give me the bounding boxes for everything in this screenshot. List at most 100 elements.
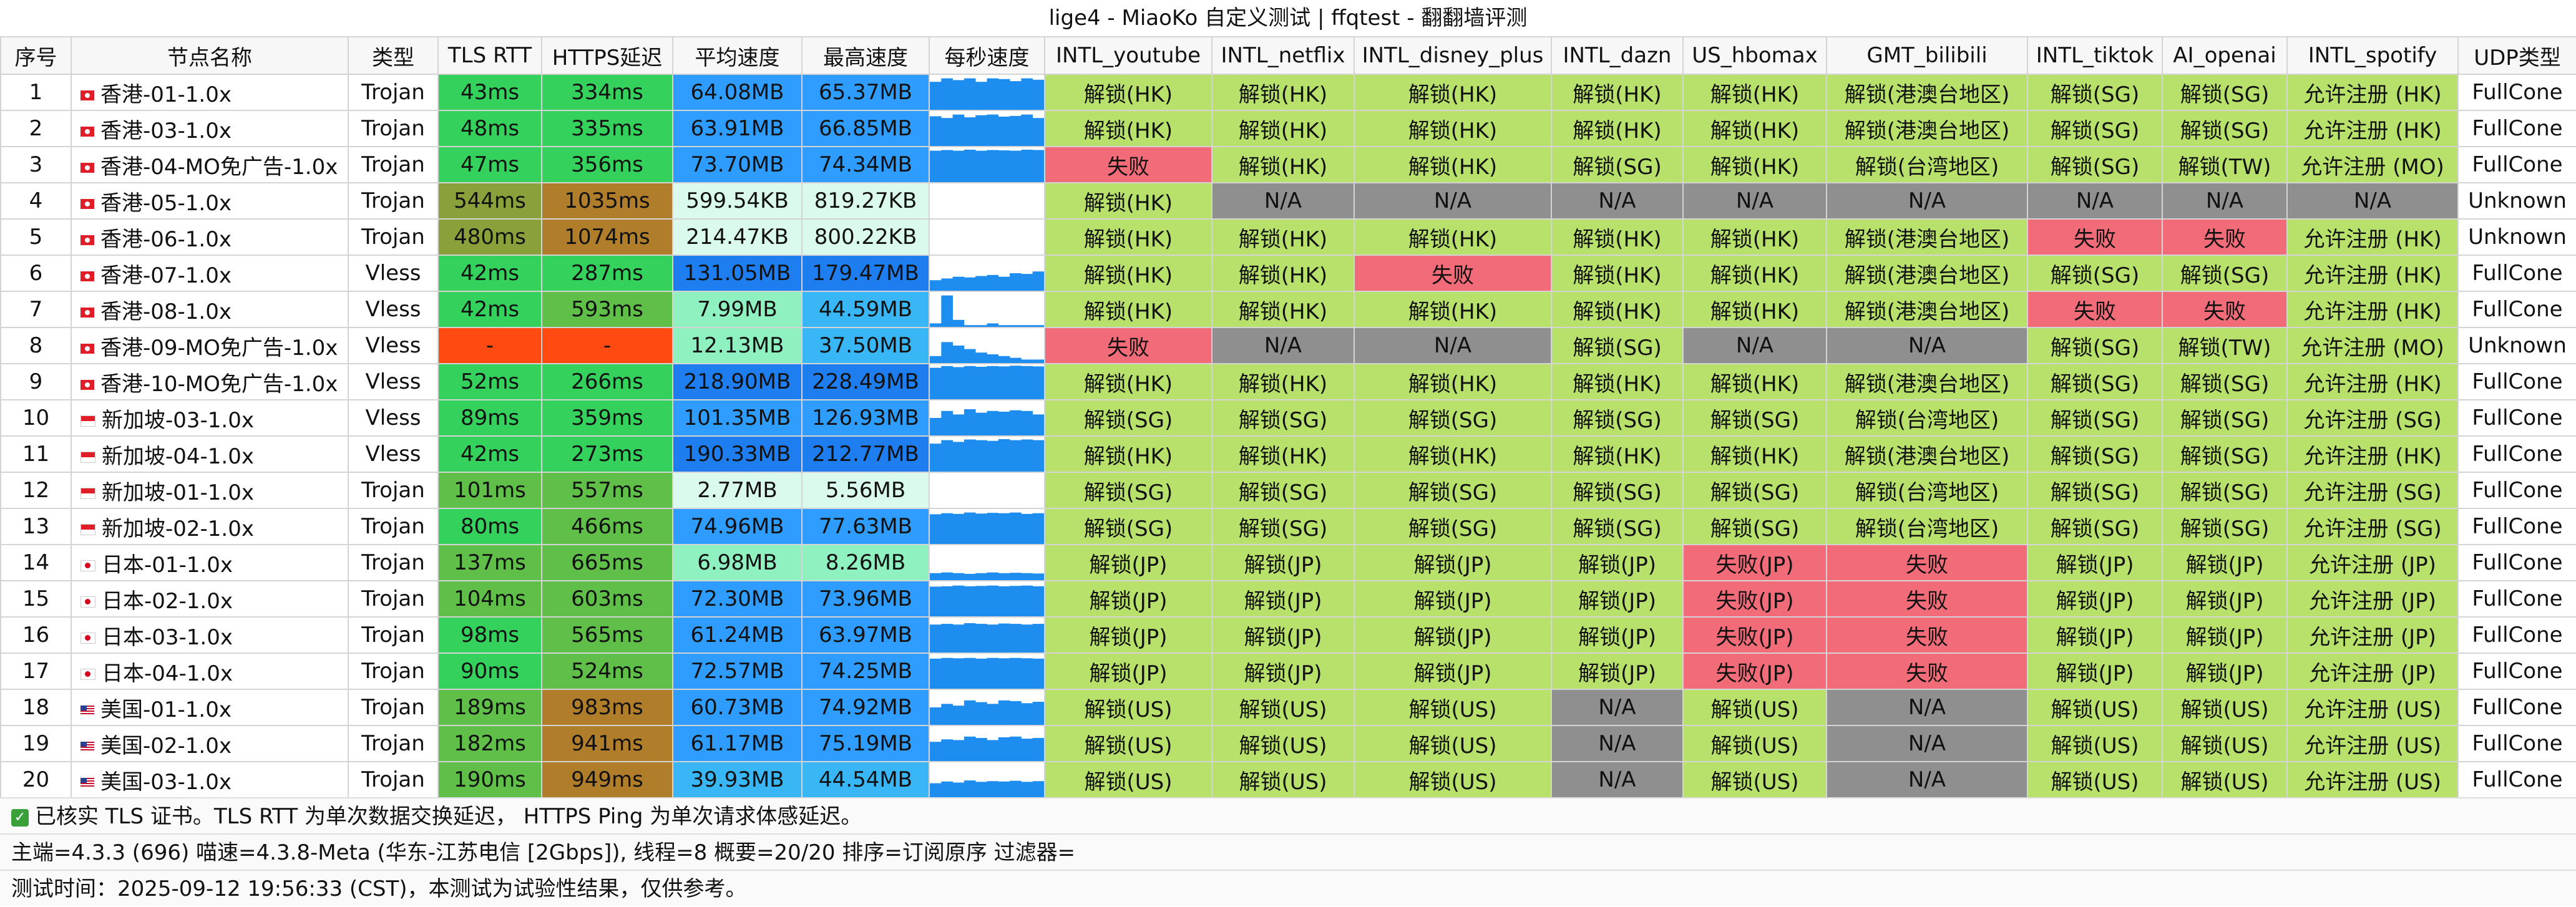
sparkline-bar xyxy=(987,657,999,688)
protocol-type-cell: Trojan xyxy=(348,146,439,183)
openai-status-cell: 解锁(SG) xyxy=(2162,363,2288,400)
header-udp-type[interactable]: UDP类型 xyxy=(2457,36,2576,75)
spotify-status-cell: 允许注册 (SG) xyxy=(2286,472,2459,509)
hbomax-status-cell: 解锁(HK) xyxy=(1682,146,1827,183)
sparkline-bar xyxy=(1010,586,1022,616)
disney-plus-status-cell: 解锁(US) xyxy=(1354,761,1552,798)
table-row[interactable]: 18 美国-01-1.0x Trojan 189ms 983ms 60.73MB 74.92… xyxy=(0,689,2576,726)
speed-sparkline xyxy=(930,572,1043,580)
avg-speed-cell: 74.96MB xyxy=(672,508,803,545)
table-row[interactable]: 12 新加坡-01-1.0x Trojan 101ms 557ms 2.77MB 5.56M… xyxy=(0,472,2576,509)
table-row[interactable]: 4 香港-05-1.0x Trojan 544ms 1035ms 599.54KB 819.… xyxy=(0,182,2576,220)
table-row[interactable]: 16 日本-03-1.0x Trojan 98ms 565ms 61.24MB 63.97M… xyxy=(0,616,2576,654)
sparkline-bar xyxy=(1021,703,1033,724)
row-number-cell: 8 xyxy=(0,327,72,364)
tls-rtt-cell: 190ms xyxy=(437,761,542,798)
protocol-type-cell: Trojan xyxy=(348,652,439,690)
netflix-status-cell: 解锁(HK) xyxy=(1211,363,1355,400)
flag-hk-icon xyxy=(80,127,94,137)
tls-rtt-cell: 101ms xyxy=(437,472,542,509)
table-row[interactable]: 8 香港-09-MO免广告-1.0x Vless - -12.13MB 37.50MB 失败… xyxy=(0,327,2576,364)
header-type[interactable]: 类型 xyxy=(348,36,439,75)
sparkline-bar xyxy=(1021,114,1033,145)
sparkline-bar xyxy=(941,278,953,290)
table-row[interactable]: 7 香港-08-1.0x Vless 42ms 593ms 7.99MB 44.59MB 解锁… xyxy=(0,291,2576,328)
node-name-text: 香港-01-1.0x xyxy=(100,82,232,107)
table-row[interactable]: 9 香港-10-MO免广告-1.0x Vless 52ms 266ms 218.90MB 2… xyxy=(0,363,2576,400)
table-row[interactable]: 11 新加坡-04-1.0x Vless 42ms 273ms 190.33MB 212.7… xyxy=(0,435,2576,473)
header-intl-youtube[interactable]: INTL_youtube xyxy=(1044,36,1212,75)
table-row[interactable]: 5 香港-06-1.0x Trojan 480ms 1074ms 214.47KB 800.… xyxy=(0,218,2576,256)
tiktok-status-cell: 解锁(SG) xyxy=(2027,399,2163,437)
sparkline-bar xyxy=(1021,366,1033,399)
table-row[interactable]: 15 日本-02-1.0x Trojan 104ms 603ms 72.30MB 73.96… xyxy=(0,580,2576,618)
table-row[interactable]: 10 新加坡-03-1.0x Vless 89ms 359ms 101.35MB 126.9… xyxy=(0,399,2576,437)
youtube-status-cell: 解锁(JP) xyxy=(1044,616,1212,654)
youtube-status-cell: 解锁(HK) xyxy=(1044,435,1212,473)
disney-plus-status-cell: 解锁(HK) xyxy=(1354,435,1552,473)
header-intl-dazn[interactable]: INTL_dazn xyxy=(1551,36,1684,75)
sparkline-bar xyxy=(930,116,942,145)
table-row[interactable]: 14 日本-01-1.0x Trojan 137ms 665ms 6.98MB 8.26MB… xyxy=(0,544,2576,581)
header-avg-speed[interactable]: 平均速度 xyxy=(672,36,803,75)
avg-speed-cell: 72.30MB xyxy=(672,580,803,618)
speed-sparkline-cell xyxy=(929,508,1045,545)
header-https-latency[interactable]: HTTPS延迟 xyxy=(541,36,673,75)
table-row[interactable]: 17 日本-04-1.0x Trojan 90ms 524ms 72.57MB 74.25M… xyxy=(0,652,2576,690)
header-us-hbomax[interactable]: US_hbomax xyxy=(1682,36,1827,75)
netflix-status-cell: 解锁(US) xyxy=(1211,761,1355,798)
max-speed-cell: 74.92MB xyxy=(801,689,930,726)
sparkline-bar xyxy=(930,783,942,797)
header-no[interactable]: 序号 xyxy=(0,36,72,75)
node-name-text: 香港-05-1.0x xyxy=(100,190,232,216)
table-row[interactable]: 6 香港-07-1.0x Vless 42ms 287ms 131.05MB 179.47M… xyxy=(0,255,2576,292)
row-number-cell: 11 xyxy=(0,435,72,473)
tiktok-status-cell: 解锁(SG) xyxy=(2027,146,2163,183)
header-node-name[interactable]: 节点名称 xyxy=(71,36,349,75)
flag-sg-icon xyxy=(80,452,95,463)
protocol-type-cell: Vless xyxy=(348,291,439,328)
header-per-second-speed[interactable]: 每秒速度 xyxy=(929,36,1045,75)
table-row[interactable]: 19 美国-02-1.0x Trojan 182ms 941ms 61.17MB 75.19… xyxy=(0,725,2576,762)
tls-rtt-cell: 52ms xyxy=(437,363,542,400)
sparkline-bar xyxy=(1032,513,1043,543)
table-row[interactable]: 3 香港-04-MO免广告-1.0x Trojan 47ms 356ms 73.70MB 7… xyxy=(0,146,2576,183)
sparkline-bar xyxy=(964,780,976,797)
sparkline-bar xyxy=(1010,357,1022,362)
tls-rtt-cell: 104ms xyxy=(437,580,542,618)
table-row[interactable]: 1 香港-01-1.0x Trojan 43ms 334ms 64.08MB 65.37MB… xyxy=(0,74,2576,111)
sparkline-bar xyxy=(1032,414,1043,435)
node-name-text: 香港-04-MO免广告-1.0x xyxy=(100,154,338,180)
header-tls-rtt[interactable]: TLS RTT xyxy=(437,36,542,75)
tls-rtt-cell: 89ms xyxy=(437,399,542,437)
header-gmt-bilibili[interactable]: GMT_bilibili xyxy=(1826,36,2028,75)
row-number-cell: 2 xyxy=(0,110,72,147)
tiktok-status-cell: 失败 xyxy=(2027,291,2163,328)
flag-hk-icon xyxy=(80,344,94,354)
header-intl-netflix[interactable]: INTL_netflix xyxy=(1211,36,1355,75)
max-speed-cell: 819.27KB xyxy=(801,182,930,220)
header-intl-spotify[interactable]: INTL_spotify xyxy=(2286,36,2459,75)
header-max-speed[interactable]: 最高速度 xyxy=(801,36,930,75)
node-name-cell: 新加坡-02-1.0x xyxy=(71,508,349,545)
table-row[interactable]: 13 新加坡-02-1.0x Trojan 80ms 466ms 74.96MB 77.63… xyxy=(0,508,2576,545)
node-name-text: 新加坡-03-1.0x xyxy=(102,407,254,433)
https-latency-cell: 359ms xyxy=(541,399,673,437)
header-intl-disney-plus[interactable]: INTL_disney_plus xyxy=(1354,36,1552,75)
header-intl-tiktok[interactable]: INTL_tiktok xyxy=(2027,36,2163,75)
sparkline-bar xyxy=(1032,366,1043,399)
table-row[interactable]: 20 美国-03-1.0x Trojan 190ms 949ms 39.93MB 44.54… xyxy=(0,761,2576,798)
speed-sparkline-cell xyxy=(929,761,1045,798)
sparkline-bar xyxy=(964,117,976,145)
openai-status-cell: 解锁(SG) xyxy=(2162,255,2288,292)
bilibili-status-cell: 解锁(港澳台地区) xyxy=(1826,218,2028,256)
table-row[interactable]: 2 香港-03-1.0x Trojan 48ms 335ms 63.91MB 66.85MB… xyxy=(0,110,2576,147)
sparkline-bar xyxy=(941,704,953,724)
dazn-status-cell: N/A xyxy=(1551,761,1684,798)
spotify-status-cell: 允许注册 (HK) xyxy=(2286,218,2459,256)
sparkline-bar xyxy=(941,586,953,616)
bilibili-status-cell: 解锁(台湾地区) xyxy=(1826,508,2028,545)
checkbox-checked-icon: ✓ xyxy=(11,808,29,827)
bilibili-status-cell: N/A xyxy=(1826,327,2028,364)
header-ai-openai[interactable]: AI_openai xyxy=(2162,36,2288,75)
